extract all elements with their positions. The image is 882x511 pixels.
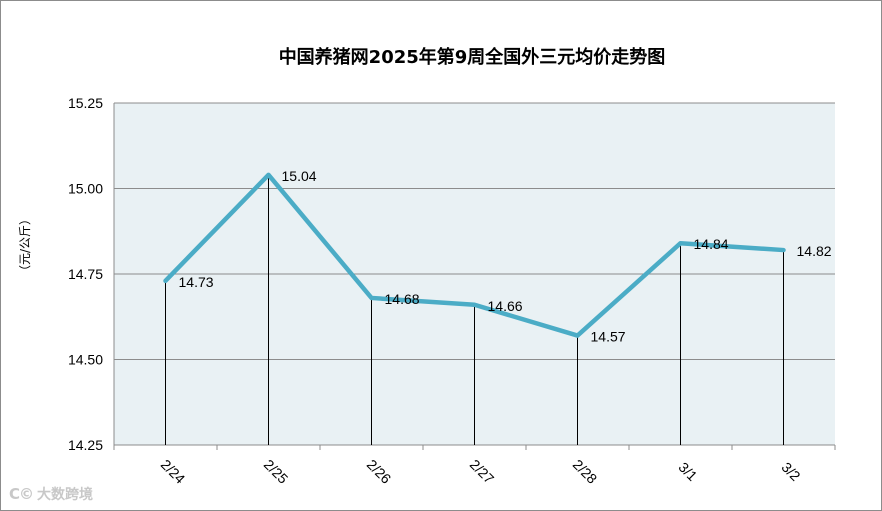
data-label: 14.73 <box>179 274 214 290</box>
y-tick-label: 15.00 <box>68 181 103 197</box>
x-tick-label: 2/28 <box>570 456 601 487</box>
chart-title: 中国养猪网2025年第9周全国外三元均价走势图 <box>279 46 666 68</box>
data-label: 14.82 <box>797 243 832 259</box>
y-tick-label: 14.75 <box>68 266 103 282</box>
x-tick-label: 2/24 <box>158 456 189 487</box>
y-tick-label: 14.50 <box>68 352 103 368</box>
watermark-logo-icon: C© <box>9 485 34 503</box>
series-line <box>163 172 786 338</box>
data-label: 14.57 <box>591 329 626 345</box>
x-tick-label: 3/1 <box>675 459 700 484</box>
data-label: 14.68 <box>385 291 420 307</box>
data-label: 14.66 <box>488 298 523 314</box>
watermark: C© 大数跨境 <box>9 484 93 504</box>
x-tick-label: 2/25 <box>261 456 292 487</box>
x-axis-ticks: 2/24 2/25 2/26 2/27 2/28 3/1 3/2 <box>158 456 804 487</box>
data-label: 15.04 <box>282 168 317 184</box>
data-label: 14.84 <box>694 236 729 252</box>
x-tick-label: 2/26 <box>364 456 395 487</box>
data-labels: 14.73 15.04 14.68 14.66 14.57 14.84 14.82 <box>179 168 832 345</box>
x-tick-label: 3/2 <box>778 459 803 484</box>
y-axis-ticks: 15.25 15.00 14.75 14.50 14.25 <box>68 95 103 453</box>
y-tick-label: 14.25 <box>68 437 103 453</box>
watermark-text: 大数跨境 <box>37 487 94 503</box>
x-tick-label: 2/27 <box>467 456 498 487</box>
y-axis-label: （元/公斤） <box>18 213 32 277</box>
y-tick-label: 15.25 <box>68 95 103 111</box>
drop-lines <box>165 174 784 445</box>
